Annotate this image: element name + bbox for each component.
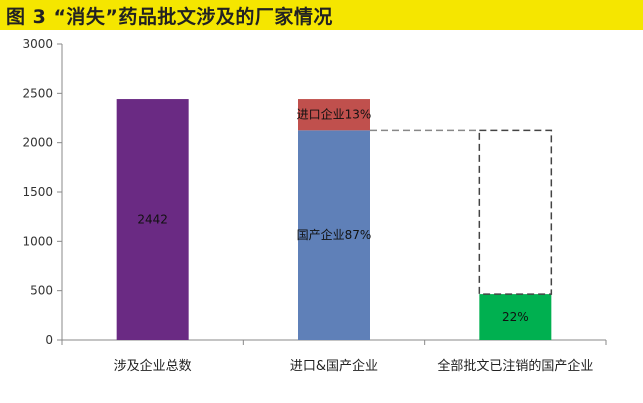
bar-segment xyxy=(479,294,552,340)
y-tick-label: 1500 xyxy=(22,185,53,199)
bar-segment xyxy=(298,99,370,131)
y-tick-label: 3000 xyxy=(22,37,53,51)
data-label: 2442 xyxy=(137,213,168,227)
x-category-label: 进口&国产企业 xyxy=(290,358,378,374)
chart-title: 图 3 “消失”药品批文涉及的厂家情况 xyxy=(6,5,333,28)
y-tick-label: 2500 xyxy=(22,86,53,100)
x-category-label: 全部批文已注销的国产企业 xyxy=(437,358,593,374)
bar-segment xyxy=(116,99,189,340)
data-label: 国产企业87% xyxy=(297,227,372,242)
x-category-label: 涉及企业总数 xyxy=(114,358,192,374)
y-tick-label: 0 xyxy=(45,333,53,347)
bar-segment xyxy=(298,130,370,340)
y-tick-label: 1000 xyxy=(22,234,53,248)
title-bar: 图 3 “消失”药品批文涉及的厂家情况 xyxy=(0,0,643,30)
bar-segment-outline xyxy=(478,129,553,295)
data-label: 22% xyxy=(502,310,529,324)
y-tick-label: 2000 xyxy=(22,136,53,150)
data-label: 进口企业13% xyxy=(297,107,372,122)
y-tick-label: 500 xyxy=(30,284,53,298)
